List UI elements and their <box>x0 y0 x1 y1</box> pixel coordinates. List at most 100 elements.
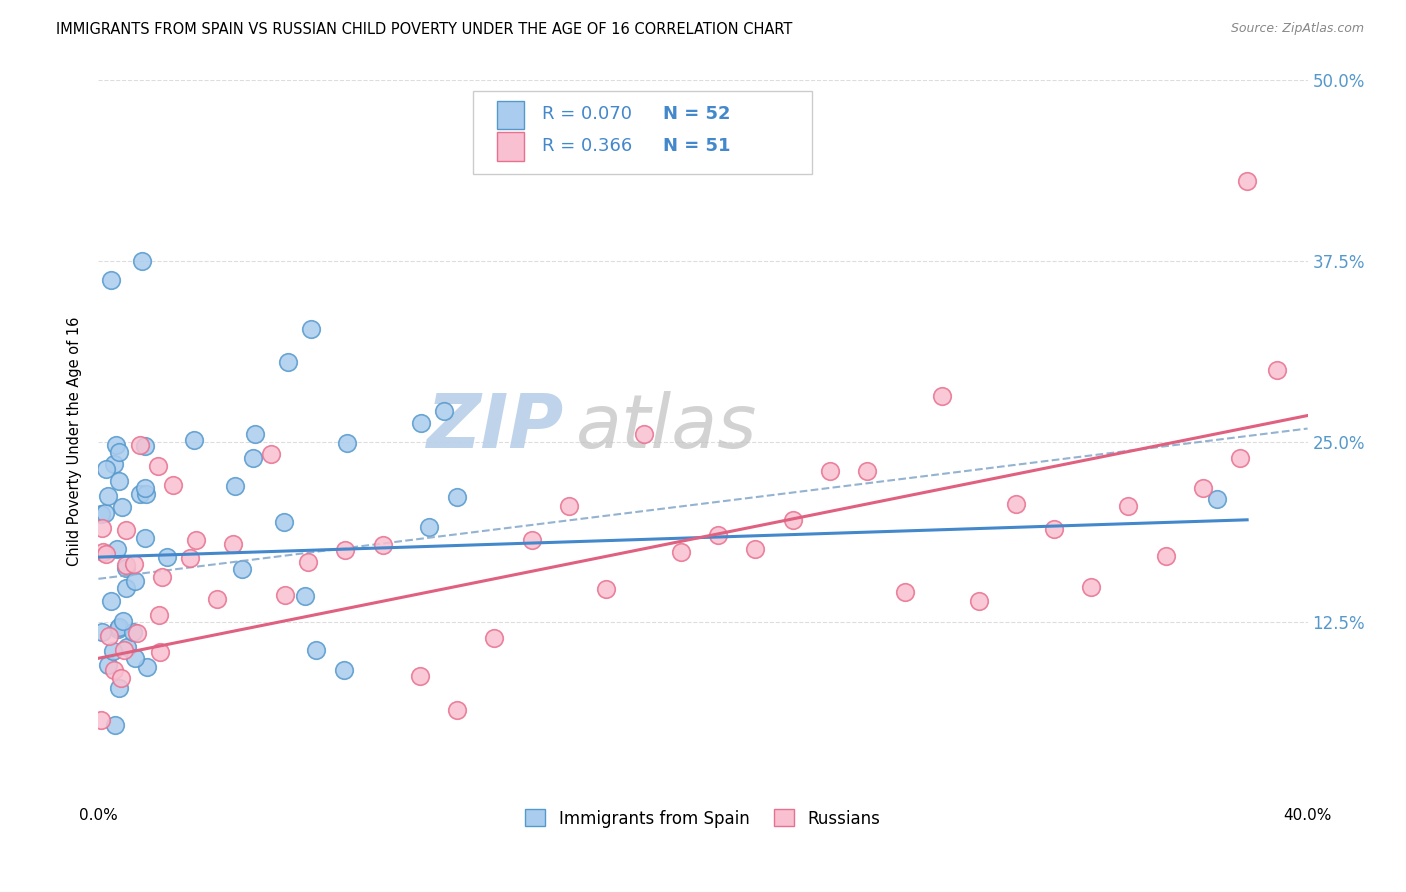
Point <box>484 631 506 645</box>
Y-axis label: Child Poverty Under the Age of 16: Child Poverty Under the Age of 16 <box>67 317 83 566</box>
Point <box>707 528 730 542</box>
Point <box>121 624 143 639</box>
Point <box>115 523 138 537</box>
Point <box>967 593 990 607</box>
Point <box>148 608 170 623</box>
Point <box>100 273 122 287</box>
Point <box>90 507 112 521</box>
Point <box>97 658 120 673</box>
Point <box>97 490 120 504</box>
Point <box>260 447 283 461</box>
Point <box>162 478 184 492</box>
Point <box>335 543 357 558</box>
Point <box>409 669 432 683</box>
Point <box>103 457 125 471</box>
Point <box>107 622 129 636</box>
FancyBboxPatch shape <box>498 132 524 161</box>
Point <box>446 702 468 716</box>
Point <box>124 574 146 588</box>
Point <box>149 645 172 659</box>
Point <box>752 131 775 145</box>
Point <box>111 500 134 515</box>
Point <box>150 569 173 583</box>
Text: IMMIGRANTS FROM SPAIN VS RUSSIAN CHILD POVERTY UNDER THE AGE OF 16 CORRELATION C: IMMIGRANTS FROM SPAIN VS RUSSIAN CHILD P… <box>56 22 793 37</box>
Point <box>273 588 295 602</box>
Point <box>243 426 266 441</box>
Point <box>1267 363 1289 377</box>
Text: ZIP: ZIP <box>426 391 564 464</box>
Point <box>90 713 112 727</box>
Point <box>633 427 655 442</box>
Point <box>110 671 132 685</box>
Point <box>222 537 245 551</box>
Point <box>124 557 146 571</box>
Point <box>818 464 841 478</box>
Point <box>134 439 156 453</box>
Point <box>558 500 581 514</box>
Point <box>273 515 295 529</box>
Point <box>91 521 114 535</box>
Point <box>1042 522 1064 536</box>
Point <box>146 459 169 474</box>
Legend: Immigrants from Spain, Russians: Immigrants from Spain, Russians <box>519 803 887 834</box>
Point <box>124 651 146 665</box>
Point <box>107 444 129 458</box>
Point <box>1154 549 1177 563</box>
Point <box>134 531 156 545</box>
Point <box>96 547 118 561</box>
Point <box>595 582 617 597</box>
Point <box>1206 492 1229 507</box>
Point <box>371 537 394 551</box>
Text: N = 51: N = 51 <box>664 136 731 154</box>
Point <box>125 625 148 640</box>
Point <box>1005 497 1028 511</box>
Point <box>112 615 135 629</box>
Point <box>108 474 131 488</box>
Point <box>135 487 157 501</box>
Point <box>231 562 253 576</box>
Point <box>136 660 159 674</box>
Point <box>856 464 879 478</box>
Point <box>91 545 114 559</box>
Text: N = 52: N = 52 <box>664 105 731 123</box>
Point <box>207 591 229 606</box>
Point <box>104 718 127 732</box>
Point <box>101 644 124 658</box>
Point <box>446 490 468 504</box>
Point <box>105 438 128 452</box>
FancyBboxPatch shape <box>474 91 811 174</box>
Point <box>115 582 138 596</box>
Point <box>131 253 153 268</box>
FancyBboxPatch shape <box>498 101 524 129</box>
Point <box>305 643 328 657</box>
Point <box>931 389 953 403</box>
Point <box>94 462 117 476</box>
Point <box>97 630 120 644</box>
Point <box>129 487 152 501</box>
Point <box>893 584 915 599</box>
Point <box>183 433 205 447</box>
Text: R = 0.366: R = 0.366 <box>543 136 633 154</box>
Point <box>1229 451 1251 466</box>
Point <box>299 322 322 336</box>
Point <box>294 589 316 603</box>
Point <box>224 479 246 493</box>
Point <box>1236 174 1258 188</box>
Point <box>134 481 156 495</box>
Point <box>117 640 139 654</box>
Point <box>129 438 152 452</box>
Point <box>186 533 208 547</box>
Point <box>105 541 128 556</box>
Point <box>108 620 131 634</box>
Point <box>100 593 122 607</box>
Point <box>108 681 131 695</box>
Point <box>433 403 456 417</box>
Point <box>114 558 136 572</box>
Point <box>520 533 543 548</box>
Point <box>1080 580 1102 594</box>
Point <box>156 550 179 565</box>
Point <box>744 542 766 557</box>
Point <box>333 663 356 677</box>
Point <box>409 416 432 430</box>
Point <box>669 544 692 558</box>
